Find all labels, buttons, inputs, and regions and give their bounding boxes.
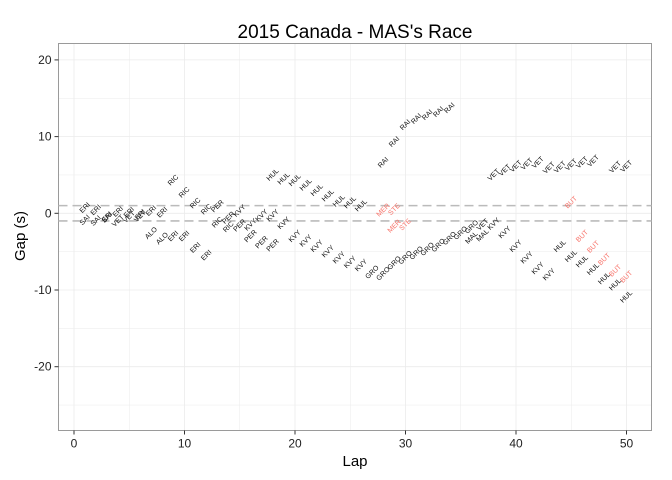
driver-label: RAI [377,156,390,169]
data-labels: ERISAIERISAIERISAIERIVETERIVETERIVETERIE… [79,102,635,305]
x-tick-label: 30 [399,437,413,451]
plot-border [58,43,652,431]
driver-label: RAI [388,136,401,149]
y-tick-label: 0 [45,206,52,220]
driver-label: RAI [432,106,445,119]
driver-label: KVY [487,217,502,232]
driver-label: ERI [178,230,191,243]
driver-label: HUL [575,254,590,269]
x-tick-label: 0 [71,437,78,451]
driver-label: ERI [167,230,180,243]
driver-label: ERI [189,241,202,254]
x-tick-label: 20 [288,437,302,451]
driver-label: KVY [277,216,292,231]
driver-label: RAI [443,102,456,115]
driver-label: RIC [178,186,191,199]
driver-label: PER [210,199,225,214]
driver-label: KVY [498,225,513,240]
driver-label: BUT [608,263,623,278]
driver-label: RAI [410,113,423,126]
chart-title: 2015 Canada - MAS's Race [238,22,473,43]
y-tick-label: 20 [38,53,52,67]
driver-label: BUT [586,239,601,254]
driver-label: RIC [167,174,180,187]
y-axis: 20 10 0 -10 -20 [34,53,59,374]
driver-label: BUT [619,269,634,284]
driver-label: RIC [189,197,202,210]
driver-label: BUT [564,195,579,210]
x-axis-label: Lap [342,453,367,470]
driver-label: BUT [575,229,590,244]
driver-label: STE [387,202,402,217]
driver-label: VET [619,159,634,174]
reference-lines [58,204,652,222]
x-tick-label: 40 [509,437,523,451]
driver-label: VET [586,154,601,169]
driver-label: ERI [156,206,169,219]
driver-label: BUT [597,252,612,267]
driver-label: ERI [200,249,213,262]
driver-label: KVY [531,261,546,276]
y-axis-label: Gap (s) [12,211,29,261]
grid [58,43,652,431]
x-tick-label: 50 [620,437,634,451]
x-axis: 0 10 20 30 40 50 [71,430,634,451]
x-tick-label: 10 [178,437,192,451]
y-tick-label: -10 [34,283,52,297]
y-tick-label: -20 [34,360,52,374]
driver-label: KVY [520,250,535,265]
driver-label: SAI [90,215,103,228]
driver-label: SAI [79,214,92,227]
driver-label: PER [243,229,258,244]
y-tick-label: 10 [38,130,52,144]
driver-label: KVY [542,267,557,282]
